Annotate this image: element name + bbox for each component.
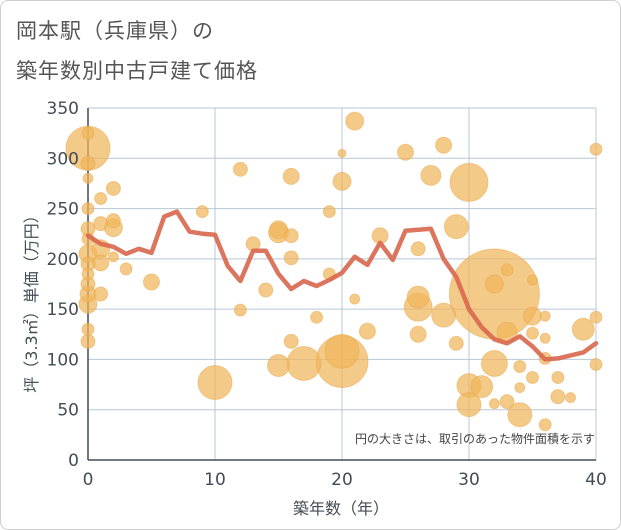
bubble-point — [480, 349, 508, 377]
bubble-point — [449, 162, 489, 202]
bubble-point — [258, 282, 274, 298]
bubble-point — [80, 333, 96, 349]
bubble-point — [337, 148, 347, 158]
bubble-point — [551, 371, 565, 385]
bubble-point — [470, 375, 494, 399]
bubble-point — [499, 394, 515, 410]
chart-title-line1: 岡本駅（兵庫県）の — [16, 19, 214, 43]
y-axis-label: 坪（3.3㎡）単価（万円） — [22, 207, 41, 392]
bubble-point — [539, 310, 551, 322]
bubble-point — [565, 392, 577, 404]
bubble-point — [322, 205, 336, 219]
bubble-point — [283, 250, 299, 266]
bubble-point — [107, 251, 119, 263]
x-axis-label: 築年数（年） — [293, 499, 389, 518]
bubble-point — [93, 286, 109, 302]
y-tick-label: 300 — [47, 149, 79, 169]
bubble-point — [81, 126, 95, 140]
bubble-point — [80, 155, 96, 171]
bubble-point — [513, 359, 527, 373]
bubble-point — [358, 322, 376, 340]
y-tick-label: 350 — [47, 99, 79, 119]
bubble-point — [406, 285, 430, 309]
y-tick-label: 0 — [68, 451, 79, 471]
bubble-point — [435, 136, 453, 154]
bubble-point — [81, 322, 95, 336]
bubble-point — [514, 382, 526, 394]
bubble-point — [409, 325, 427, 343]
x-tick-label: 30 — [458, 470, 480, 490]
bubble-point — [105, 180, 121, 196]
bubble-point — [539, 332, 551, 344]
bubble-point — [282, 167, 300, 185]
bubble-point — [283, 333, 299, 349]
bubble-point — [420, 164, 442, 186]
bubble-point — [410, 241, 426, 257]
bubble-point — [195, 205, 209, 219]
bubble-point — [523, 306, 542, 326]
bubble-point — [500, 263, 514, 277]
average-price-line — [85, 209, 599, 362]
chart-title-line2: 築年数別中古戸建て価格 — [16, 59, 258, 83]
bubble-point — [488, 398, 500, 410]
bubble-point — [527, 274, 538, 286]
bubble-point — [448, 335, 464, 351]
bubble-point — [94, 192, 108, 206]
bubble-point — [397, 143, 414, 161]
bubble-point — [550, 389, 566, 405]
bubble-point — [82, 172, 94, 184]
bubble-point — [197, 365, 233, 401]
x-tick-label: 0 — [83, 470, 94, 490]
bubble-point — [232, 161, 248, 177]
x-tick-label: 20 — [331, 470, 353, 490]
bubble-point — [81, 267, 95, 281]
y-tick-label: 150 — [47, 300, 79, 320]
bubble-point — [345, 111, 365, 131]
bubble-point — [332, 171, 352, 191]
y-tick-label: 50 — [57, 401, 79, 421]
y-tick-label: 200 — [47, 250, 79, 270]
x-tick-label: 40 — [585, 470, 607, 490]
bubble-point — [105, 213, 121, 229]
y-tick-label: 250 — [47, 200, 79, 220]
bubble-point — [526, 326, 539, 340]
bubble-point — [233, 303, 247, 317]
bubble-point — [589, 357, 603, 371]
bubble-point — [571, 317, 595, 341]
bubble-point — [81, 202, 95, 216]
bubble-point — [310, 310, 324, 324]
y-tick-label: 100 — [47, 350, 79, 370]
bubble-point — [507, 402, 533, 428]
bubble-point — [526, 371, 539, 385]
bubble-size-note: 円の大きさは、取引のあった物件面積を示す — [355, 431, 595, 446]
bubble-point — [119, 262, 133, 276]
bubble-point — [349, 293, 361, 305]
bubble-point — [456, 392, 482, 418]
bubble-point — [589, 310, 603, 324]
bubble-point — [93, 216, 109, 232]
bubble-point — [538, 418, 552, 432]
bubble-point — [267, 353, 290, 377]
x-tick-label: 10 — [204, 470, 226, 490]
bubble-point — [431, 302, 457, 328]
bubble-point — [324, 333, 360, 369]
bubble-point — [283, 228, 299, 244]
bubble-point — [589, 142, 603, 156]
bubble-point — [484, 274, 504, 294]
bubble-point — [143, 273, 160, 291]
bubble-point — [443, 214, 469, 240]
bubble-point — [286, 345, 322, 381]
